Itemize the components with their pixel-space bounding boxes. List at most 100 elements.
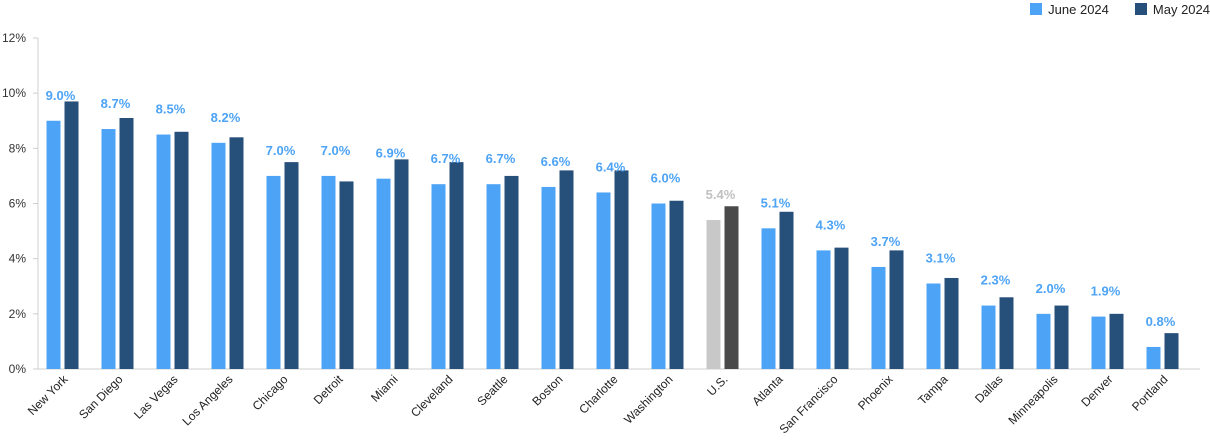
bar-june-2024 — [46, 120, 61, 369]
x-tick-label: Charlotte — [576, 372, 621, 417]
bar-june-2024 — [596, 192, 611, 369]
legend-item-may-2024: May 2024 — [1134, 1, 1210, 17]
y-tick-label: 0% — [9, 362, 27, 376]
x-tick-label: Seattle — [474, 372, 511, 409]
y-tick-label: 4% — [9, 252, 27, 266]
x-tick-label: Detroit — [311, 372, 346, 407]
bar-june-2024 — [541, 186, 556, 369]
bar-may-2024 — [1054, 305, 1069, 369]
data-label: 8.5% — [156, 102, 186, 117]
y-tick-label: 12% — [2, 31, 26, 45]
data-label: 8.2% — [211, 110, 241, 125]
bar-june-2024 — [706, 220, 721, 369]
bar-june-2024 — [871, 266, 886, 369]
y-tick-label: 2% — [9, 307, 27, 321]
x-tick-label: Minneapolis — [1005, 372, 1060, 427]
y-tick-label: 6% — [9, 197, 27, 211]
data-label: 6.9% — [376, 146, 406, 161]
y-tick-label: 8% — [9, 141, 27, 155]
data-label: 3.7% — [871, 234, 901, 249]
bar-may-2024 — [559, 170, 574, 369]
bar-may-2024 — [394, 159, 409, 369]
x-tick-label: Boston — [529, 372, 565, 408]
data-label: 6.7% — [431, 151, 461, 166]
bar-june-2024 — [211, 142, 226, 369]
bar-june-2024 — [761, 228, 776, 369]
legend-swatch-may-2024 — [1134, 3, 1147, 15]
x-tick-label: San Diego — [76, 372, 126, 422]
bar-may-2024 — [229, 137, 244, 369]
data-label: 6.4% — [596, 159, 626, 174]
bar-may-2024 — [504, 175, 519, 369]
bar-may-2024 — [669, 200, 684, 369]
x-tick-label: Phoenix — [855, 372, 896, 413]
data-label: 4.3% — [816, 217, 846, 232]
bar-june-2024 — [981, 305, 996, 369]
bar-june-2024 — [1091, 316, 1106, 369]
x-tick-label: Cleveland — [408, 372, 456, 420]
bar-may-2024 — [889, 250, 904, 369]
data-label: 5.4% — [706, 187, 736, 202]
data-label: 8.7% — [101, 96, 131, 111]
bar-june-2024 — [1146, 346, 1161, 369]
x-tick-label: Portland — [1129, 372, 1171, 414]
data-label: 7.0% — [266, 143, 296, 158]
bar-may-2024 — [284, 162, 299, 369]
bar-may-2024 — [779, 211, 794, 369]
bar-june-2024 — [1036, 313, 1051, 369]
x-tick-label: Tampa — [915, 372, 951, 408]
bar-may-2024 — [449, 162, 464, 369]
x-tick-label: Denver — [1078, 372, 1115, 409]
bar-may-2024 — [999, 297, 1014, 369]
bar-june-2024 — [376, 178, 391, 369]
bar-may-2024 — [724, 206, 739, 369]
bar-may-2024 — [119, 117, 134, 369]
x-tick-label: Washington — [621, 372, 675, 426]
data-label: 7.0% — [321, 143, 351, 158]
legend-swatch-june-2024 — [1030, 3, 1043, 15]
x-tick-label: U.S. — [704, 372, 730, 398]
x-tick-label: New York — [25, 372, 71, 418]
data-label: 5.1% — [761, 195, 791, 210]
bar-june-2024 — [321, 175, 336, 369]
data-label: 6.7% — [486, 151, 516, 166]
legend-label-may-2024: May 2024 — [1152, 1, 1210, 17]
data-label: 6.6% — [541, 154, 571, 169]
data-label: 2.0% — [1036, 281, 1066, 296]
bar-june-2024 — [266, 175, 281, 369]
data-label: 1.9% — [1091, 284, 1121, 299]
x-tick-label: Los Angeles — [179, 372, 235, 428]
data-label: 6.0% — [651, 171, 681, 186]
bar-may-2024 — [834, 247, 849, 369]
bar-may-2024 — [614, 170, 629, 369]
x-tick-label: Dallas — [972, 372, 1005, 405]
bar-may-2024 — [1109, 313, 1124, 369]
data-label: 3.1% — [926, 250, 956, 265]
bar-june-2024 — [816, 250, 831, 369]
data-label: 2.3% — [981, 273, 1011, 288]
x-tick-label: Las Vegas — [131, 372, 181, 422]
bar-june-2024 — [101, 129, 116, 369]
bar-may-2024 — [64, 101, 79, 370]
bar-june-2024 — [431, 184, 446, 369]
bar-june-2024 — [651, 203, 666, 369]
bar-june-2024 — [486, 184, 501, 369]
x-tick-label: Miami — [368, 372, 401, 405]
bar-june-2024 — [926, 283, 941, 369]
x-tick-label: Chicago — [250, 372, 291, 413]
bar-june-2024 — [156, 134, 171, 369]
y-tick-label: 10% — [2, 86, 26, 100]
bar-may-2024 — [339, 181, 354, 369]
data-label: 0.8% — [1146, 314, 1176, 329]
legend-item-june-2024: June 2024 — [1030, 2, 1109, 17]
x-tick-label: Atlanta — [749, 372, 786, 409]
x-tick-label: San Francisco — [776, 372, 840, 436]
bar-may-2024 — [944, 277, 959, 369]
data-label: 9.0% — [46, 88, 76, 103]
bar-may-2024 — [1164, 333, 1179, 369]
legend: June 2024 May 2024 — [1030, 0, 1210, 18]
bar-may-2024 — [174, 131, 189, 369]
legend-label-june-2024: June 2024 — [1048, 1, 1109, 17]
